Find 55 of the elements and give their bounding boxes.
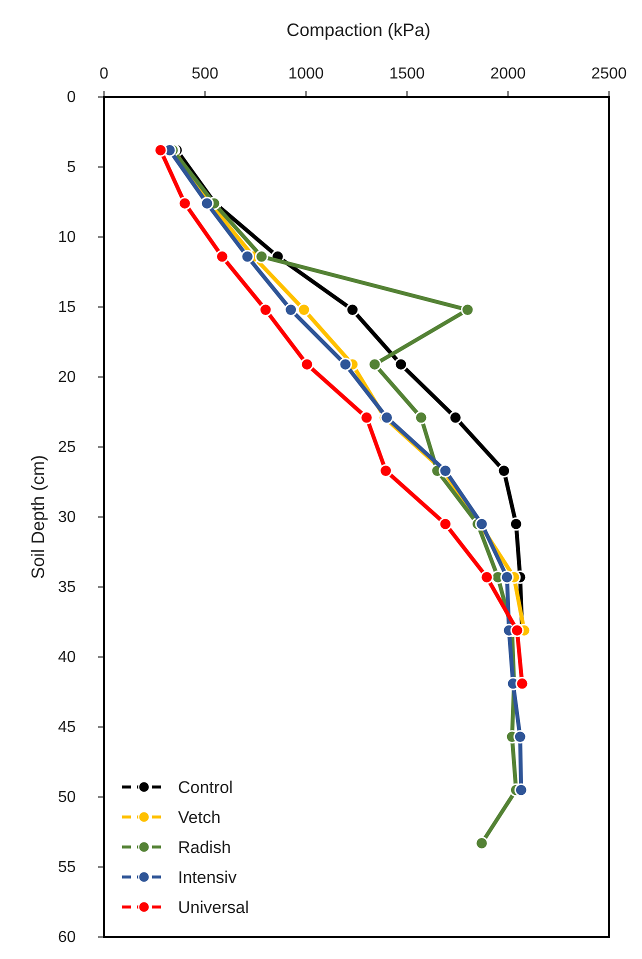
- point: [460, 303, 474, 316]
- point: [284, 303, 298, 316]
- point: [200, 196, 214, 210]
- point: [448, 410, 462, 424]
- x-tick-label: 0: [100, 65, 109, 82]
- x-tick-label: 500: [192, 65, 218, 82]
- y-tick-label: 50: [58, 789, 76, 806]
- y-tick-label: 20: [58, 369, 76, 386]
- legend-label: Control: [178, 778, 233, 797]
- x-tick-label: 1000: [288, 65, 324, 82]
- point: [379, 464, 392, 478]
- point: [497, 464, 511, 478]
- point: [254, 250, 268, 264]
- point: [360, 410, 374, 424]
- y-tick-label: 25: [58, 439, 76, 456]
- point: [154, 144, 168, 157]
- point: [509, 517, 523, 531]
- point: [480, 570, 494, 584]
- point: [346, 303, 360, 316]
- point: [178, 196, 192, 210]
- point: [394, 358, 408, 372]
- y-tick-label: 10: [58, 229, 76, 246]
- y-tick-label: 55: [58, 859, 76, 876]
- point: [515, 676, 529, 690]
- point: [297, 303, 311, 316]
- legend-label: Universal: [178, 898, 249, 917]
- point: [513, 730, 527, 744]
- y-axis-title: Soil Depth (cm): [28, 454, 48, 580]
- legend-label: Intensiv: [178, 868, 238, 887]
- y-tick-label: 15: [58, 299, 76, 316]
- y-tick-label: 60: [58, 929, 76, 946]
- legend-label: Vetch: [178, 808, 221, 827]
- point: [368, 358, 382, 372]
- y-tick-label: 30: [58, 509, 76, 526]
- point: [414, 410, 428, 424]
- y-tick-label: 45: [58, 719, 76, 736]
- point: [258, 303, 272, 316]
- y-tick-label: 40: [58, 649, 76, 666]
- legend-label: Radish: [178, 838, 231, 857]
- point: [514, 783, 528, 797]
- point: [300, 358, 314, 372]
- x-tick-label: 2500: [591, 65, 627, 82]
- point: [475, 836, 488, 850]
- y-tick-label: 0: [66, 89, 76, 106]
- x-axis-title: Compaction (kPa): [286, 20, 431, 40]
- point: [240, 250, 254, 264]
- point: [510, 624, 524, 638]
- point: [338, 358, 352, 372]
- point: [500, 570, 514, 584]
- point: [216, 250, 229, 264]
- y-tick-label: 5: [66, 159, 76, 176]
- x-tick-label: 1500: [389, 65, 425, 82]
- point: [438, 517, 452, 531]
- x-tick-label: 2000: [490, 65, 526, 82]
- y-tick-label: 35: [58, 579, 76, 596]
